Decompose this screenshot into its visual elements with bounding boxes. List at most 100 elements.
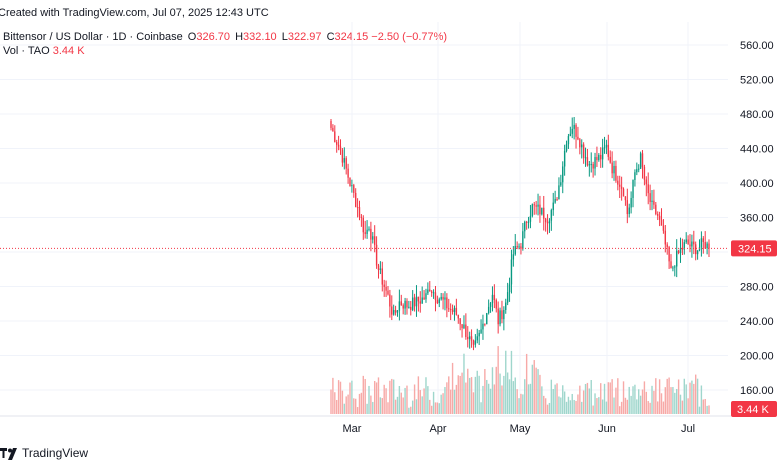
volume-bar — [341, 390, 344, 414]
candle-body — [662, 225, 665, 231]
candle-body — [457, 314, 459, 319]
candle-body — [687, 239, 689, 245]
volume-bar — [391, 378, 393, 414]
candle-body — [525, 221, 528, 223]
volume-bar — [410, 406, 412, 414]
candle-body — [364, 232, 366, 234]
volume-bar — [649, 402, 651, 414]
volume-bar — [522, 394, 524, 414]
candle-body — [482, 323, 484, 330]
candle-body — [387, 290, 389, 295]
volume-bar — [337, 380, 340, 414]
candle-body — [512, 254, 515, 260]
volume-bar — [594, 393, 596, 414]
volume-bar — [354, 398, 357, 414]
y-tick-label: 560.00 — [740, 40, 774, 52]
candle-body — [685, 239, 687, 243]
y-tick-label: 360.00 — [740, 213, 774, 225]
volume-bar — [550, 379, 553, 414]
volume-bar — [660, 393, 663, 414]
volume-bar — [474, 376, 477, 414]
volume-label[interactable]: Vol · TAO — [3, 45, 50, 57]
candle-body — [636, 169, 638, 173]
volume-bar — [512, 381, 515, 414]
candle-body — [543, 207, 545, 219]
volume-bar — [351, 380, 353, 414]
x-tick-label: Jul — [681, 423, 695, 435]
candle-body — [478, 332, 480, 337]
volume-bar — [590, 380, 592, 414]
volume-bar — [503, 375, 505, 414]
tradingview-logo[interactable]: TradingView — [0, 446, 88, 460]
candle-body — [524, 221, 526, 232]
volume-bar — [569, 400, 572, 414]
volume-bar — [651, 385, 653, 414]
volume-bar — [425, 377, 427, 414]
volume-bar — [573, 399, 575, 414]
volume-bar — [693, 383, 695, 414]
volume-bar — [419, 390, 421, 414]
volume-bar — [487, 383, 490, 414]
price-chart[interactable]: 560.00520.00480.00440.00400.00360.00320.… — [0, 0, 780, 440]
candle-body — [436, 299, 439, 304]
volume-bar — [544, 398, 547, 414]
candle-body — [400, 301, 402, 306]
candle-body — [389, 294, 391, 307]
candle-body — [410, 306, 412, 310]
high-value: 332.10 — [243, 31, 277, 43]
volume-bar — [360, 392, 363, 414]
volume-bar — [658, 379, 661, 414]
volume-bar — [695, 374, 697, 414]
candle-body — [615, 165, 617, 181]
candle-body — [330, 121, 332, 128]
volume-bar — [497, 346, 499, 414]
candle-body — [501, 310, 503, 320]
candle-body — [556, 198, 558, 200]
symbol-label[interactable]: Bittensor / US Dollar · 1D · Coinbase — [3, 31, 183, 43]
candle-body — [351, 185, 353, 187]
candle-body — [406, 300, 408, 308]
volume-bar — [588, 388, 591, 414]
candle-body — [609, 156, 611, 163]
candle-body — [613, 165, 615, 174]
candle-body — [651, 200, 653, 202]
candle-body — [533, 204, 535, 206]
candle-body — [693, 241, 695, 245]
volume-bar — [411, 400, 414, 414]
candle-body — [596, 157, 598, 161]
volume-bar — [700, 385, 703, 414]
candle-body — [474, 340, 477, 345]
volume-bar — [436, 402, 439, 414]
candle-body — [373, 236, 376, 245]
candle-body — [706, 243, 708, 249]
candle-body — [676, 250, 678, 267]
candle-body — [366, 229, 368, 234]
y-tick-label: 400.00 — [740, 178, 774, 190]
volume-value: 3.44 K — [52, 45, 85, 57]
volume-bar — [520, 393, 522, 414]
candle-body — [617, 180, 619, 185]
candle-body — [476, 336, 478, 341]
candle-body — [354, 192, 357, 207]
volume-bar — [516, 389, 518, 414]
volume-bar — [676, 388, 678, 414]
candle-body — [666, 244, 668, 247]
candle-body — [423, 297, 425, 300]
volume-bar — [691, 380, 693, 414]
volume-bar — [558, 396, 560, 414]
volume-bar — [647, 401, 649, 414]
volume-bar — [353, 398, 355, 414]
volume-bar — [601, 399, 604, 414]
volume-bar — [556, 383, 558, 414]
volume-bar — [603, 383, 606, 414]
candle-body — [537, 204, 539, 207]
candle-body — [558, 185, 560, 200]
candle-body — [510, 259, 513, 285]
volume-bar — [708, 405, 710, 414]
volume-bar — [632, 386, 634, 414]
candle-body — [381, 268, 383, 285]
candle-body — [607, 144, 610, 157]
volume-bar — [645, 391, 648, 414]
candle-body — [442, 296, 444, 300]
candle-body — [499, 310, 501, 325]
